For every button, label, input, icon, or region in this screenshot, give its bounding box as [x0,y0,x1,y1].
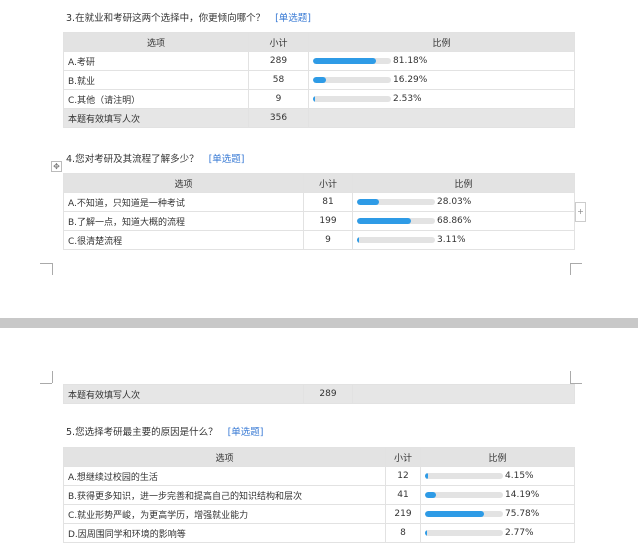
option-count: 58 [248,70,309,90]
move-icon[interactable]: ✥ [51,161,62,172]
total-count: 356 [248,108,309,128]
option-label: B.了解一点，知道大概的流程 [63,211,304,231]
plus-icon[interactable]: + [575,202,586,222]
table-row: D.因周围同学和环境的影响等 8 2.77% [63,523,575,543]
option-count: 219 [385,504,421,524]
option-label: C.就业形势严峻，为更高学历，增强就业能力 [63,504,386,524]
option-label: A.不知道，只知道是一种考试 [63,192,304,212]
table-row: A.考研 289 81.18% [63,51,575,71]
option-percent: 4.15% [505,470,534,481]
q3-table: 选项 小计 比例 A.考研 289 81.18% B.就业 58 16.29% C.其他… [63,32,575,128]
option-count: 9 [248,89,309,109]
progress-bar [313,57,391,64]
table-row: B.就业 58 16.29% [63,70,575,90]
table-row: A.不知道，只知道是一种考试 81 28.03% [63,192,575,212]
page-corner-mark [570,383,582,384]
table-row: C.就业形势严峻，为更高学历，增强就业能力 219 75.78% [63,504,575,524]
option-percent: 68.86% [437,215,472,226]
option-label: C.很清楚流程 [63,230,304,250]
option-count: 12 [385,466,421,486]
option-percent: 75.78% [505,508,540,519]
page-corner-mark [570,263,571,275]
option-count: 289 [248,51,309,71]
table-row: C.很清楚流程 9 3.11% [63,230,575,250]
option-label: A.想继续过校园的生活 [63,466,386,486]
header-ratio: 比例 [352,173,575,193]
option-count: 199 [303,211,353,231]
option-count: 41 [385,485,421,505]
progress-bar [425,472,503,479]
progress-bar [357,236,435,243]
page-corner-mark [52,263,53,275]
option-label: A.考研 [63,51,249,71]
option-percent: 3.11% [437,234,466,245]
page-corner-mark [570,263,582,264]
progress-bar [425,491,503,498]
progress-fill [425,472,429,479]
progress-bar [357,217,435,224]
header-ratio: 比例 [420,447,575,467]
progress-bar [313,76,391,83]
progress-fill [425,529,428,536]
progress-fill [357,236,360,243]
total-count: 289 [303,384,353,404]
question-3-title: 3.在就业和考研这两个选择中，你更倾向哪个？ [单选题] [66,10,311,24]
page-corner-mark [52,371,53,383]
q5-table: 选项 小计 比例 A.想继续过校园的生活 12 4.15% B.获得更多知识，进一步完… [63,447,575,543]
progress-fill [313,95,315,102]
progress-bar [425,529,503,536]
table-row: C.其他（请注明） 9 2.53% [63,89,575,109]
progress-fill [313,57,377,64]
option-label: D.因周围同学和环境的影响等 [63,523,386,543]
option-label: B.就业 [63,70,249,90]
header-ratio: 比例 [308,32,575,52]
header-count: 小计 [385,447,421,467]
option-label: C.其他（请注明） [63,89,249,109]
header-option: 选项 [63,32,249,52]
option-percent: 16.29% [393,74,428,85]
q4-table: 选项 小计 比例 A.不知道，只知道是一种考试 81 28.03% B.了解一点，知道… [63,173,575,250]
page-corner-mark [40,383,52,384]
progress-fill [425,491,437,498]
header-count: 小计 [303,173,353,193]
option-percent: 14.19% [505,489,540,500]
page-break [0,318,638,328]
question-text: 3.在就业和考研这两个选择中，你更倾向哪个？ [66,13,266,24]
header-count: 小计 [248,32,309,52]
question-4-title: 4.您对考研及其流程了解多少？ [单选题] [66,151,245,165]
progress-bar [313,95,391,102]
question-type-tag: [单选题] [227,427,264,438]
question-type-tag: [单选题] [208,154,245,165]
question-text: 5.您选择考研最主要的原因是什么？ [66,427,218,438]
header-option: 选项 [63,173,304,193]
option-percent: 2.53% [393,93,422,104]
page-corner-mark [40,263,52,264]
table-row: B.获得更多知识，进一步完善和提高自己的知识结构和层次 41 14.19% [63,485,575,505]
progress-fill [357,198,379,205]
question-5-title: 5.您选择考研最主要的原因是什么？ [单选题] [66,424,264,438]
option-count: 81 [303,192,353,212]
progress-fill [313,76,326,83]
table-row: A.想继续过校园的生活 12 4.15% [63,466,575,486]
option-count: 8 [385,523,421,543]
total-label: 本题有效填写人次 [63,108,249,128]
progress-fill [357,217,411,224]
option-percent: 28.03% [437,196,472,207]
option-percent: 2.77% [505,527,534,538]
header-option: 选项 [63,447,386,467]
question-text: 4.您对考研及其流程了解多少？ [66,154,199,165]
question-type-tag: [单选题] [275,13,311,24]
progress-fill [425,510,485,517]
option-percent: 81.18% [393,55,428,66]
total-label: 本题有效填写人次 [63,384,304,404]
table-row: B.了解一点，知道大概的流程 199 68.86% [63,211,575,231]
option-count: 9 [303,230,353,250]
page-corner-mark [570,371,571,383]
progress-bar [425,510,503,517]
option-label: B.获得更多知识，进一步完善和提高自己的知识结构和层次 [63,485,386,505]
q4-table-continued: 本题有效填写人次 289 [63,384,575,404]
progress-bar [357,198,435,205]
